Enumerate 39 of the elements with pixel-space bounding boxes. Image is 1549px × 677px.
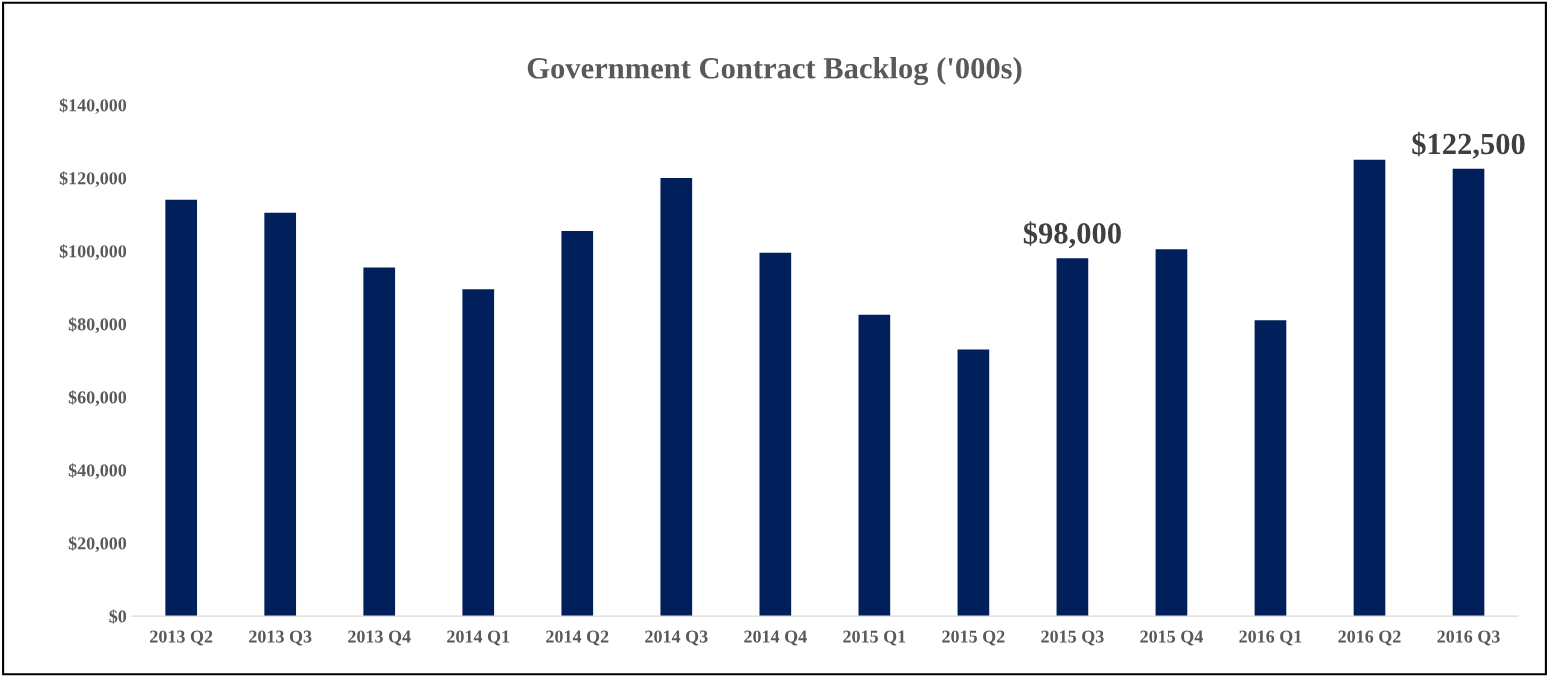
bar bbox=[1254, 320, 1287, 617]
x-tick-label: 2015 Q4 bbox=[1140, 630, 1203, 646]
y-tick-label: $0 bbox=[109, 609, 127, 624]
chart-title: Government Contract Backlog ('000s) bbox=[527, 57, 1022, 86]
x-tick-label: 2013 Q2 bbox=[150, 630, 213, 646]
bar bbox=[1056, 258, 1089, 617]
bar bbox=[660, 177, 693, 617]
bar bbox=[1155, 249, 1188, 617]
y-tick-label: $40,000 bbox=[68, 463, 127, 480]
x-tick-label: 2016 Q2 bbox=[1338, 630, 1401, 646]
bar bbox=[264, 212, 297, 617]
bar bbox=[363, 267, 396, 617]
bar bbox=[165, 199, 198, 617]
x-tick-label: 2016 Q3 bbox=[1437, 630, 1500, 646]
x-tick-label: 2014 Q4 bbox=[744, 630, 807, 646]
y-tick-label: $100,000 bbox=[59, 244, 127, 261]
y-tick-label: $20,000 bbox=[68, 536, 127, 553]
y-tick-label: $60,000 bbox=[68, 390, 127, 407]
bar bbox=[858, 314, 891, 617]
y-tick-label: $140,000 bbox=[59, 98, 127, 114]
x-tick-label: 2015 Q3 bbox=[1041, 630, 1104, 646]
x-tick-label: 2014 Q2 bbox=[546, 630, 609, 646]
bar bbox=[1353, 159, 1386, 617]
bar bbox=[561, 230, 594, 617]
y-tick-label: $80,000 bbox=[68, 317, 127, 334]
x-tick-label: 2014 Q1 bbox=[447, 630, 510, 646]
x-tick-label: 2013 Q3 bbox=[249, 630, 312, 646]
data-label: $122,500 bbox=[1412, 131, 1525, 159]
bar bbox=[462, 289, 495, 617]
data-label: $98,000 bbox=[1023, 221, 1121, 249]
x-tick-label: 2016 Q1 bbox=[1239, 630, 1302, 646]
x-tick-label: 2014 Q3 bbox=[645, 630, 708, 646]
bar bbox=[957, 349, 990, 617]
bar bbox=[1452, 168, 1485, 617]
x-tick-label: 2015 Q1 bbox=[843, 630, 906, 646]
bar bbox=[759, 252, 792, 617]
y-tick-label: $120,000 bbox=[59, 171, 127, 188]
x-tick-label: 2013 Q4 bbox=[348, 630, 411, 646]
x-tick-label: 2015 Q2 bbox=[942, 630, 1005, 646]
